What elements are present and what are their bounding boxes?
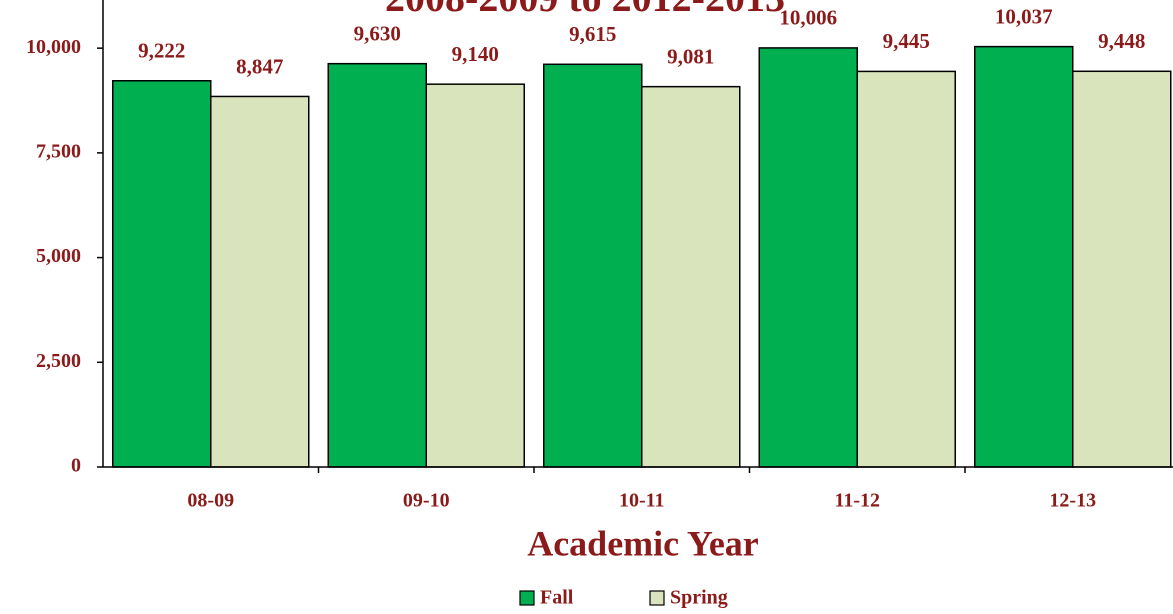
y-tick-label: 10,000 [26,36,81,58]
bar [974,45,1074,468]
x-axis-title: Academic Year [527,523,759,563]
y-tick-label: 2,500 [36,350,81,372]
legend-label: Fall [540,587,574,609]
chart-title: 2008-2009 to 2012-2013 [385,0,785,20]
bar [210,95,310,468]
data-label: 9,630 [354,21,401,45]
y-tick-label: 7,500 [36,140,81,162]
x-tick-label: 10-11 [619,490,665,512]
data-label: 8,847 [236,54,283,78]
data-label: 9,081 [667,44,714,68]
bar [758,47,858,468]
data-label: 9,140 [452,42,499,66]
x-tick-label: 09-10 [403,490,450,512]
y-tick-label: 5,000 [36,245,81,267]
bar [1072,70,1172,468]
y-tick-label: 0 [71,455,81,477]
bar [543,63,643,468]
data-label: 9,448 [1098,29,1145,53]
bar [327,62,427,468]
legend-swatch [519,590,535,606]
legend-label: Spring [670,587,728,609]
x-tick-label: 11-12 [834,490,880,512]
data-label: 10,006 [779,6,837,30]
x-tick-label: 12-13 [1049,490,1096,512]
data-label: 9,445 [883,29,930,53]
data-label: 10,037 [995,4,1053,28]
bar [641,85,741,468]
bar [856,70,956,468]
bar [112,80,212,468]
data-label: 9,222 [138,39,185,63]
bar [425,83,525,468]
legend-swatch [649,590,665,606]
x-tick-label: 08-09 [187,490,234,512]
data-label: 9,615 [569,22,616,46]
